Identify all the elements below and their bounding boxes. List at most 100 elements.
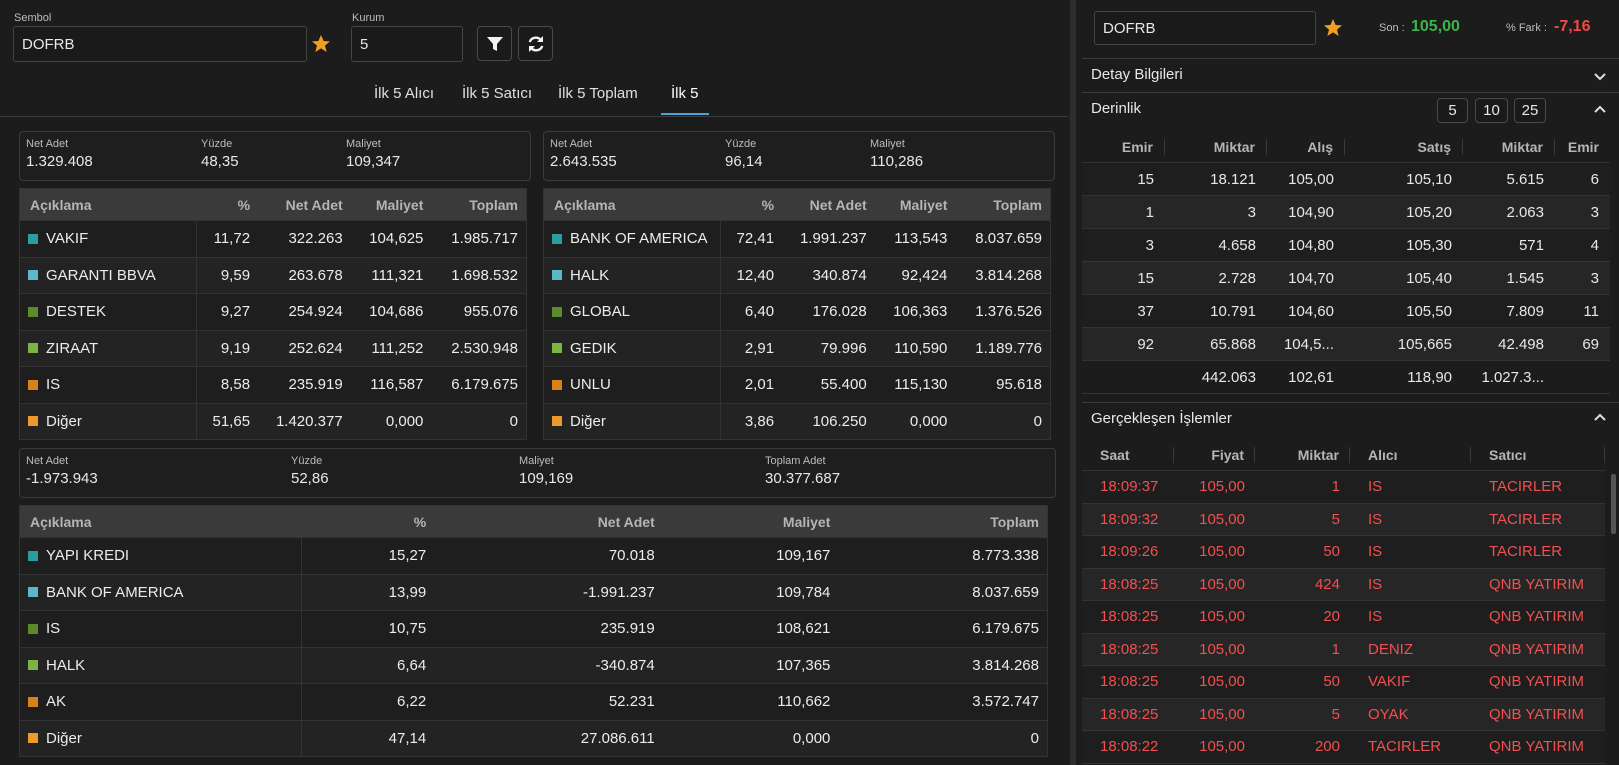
trade-cell: 1: [1331, 478, 1340, 496]
summary-label: Net Adet: [550, 138, 593, 150]
refresh-button[interactable]: [518, 26, 553, 61]
depth-cell: 104,70: [1288, 269, 1334, 287]
table-cell: 3,86: [721, 404, 782, 440]
broker-table: Açıklama% Net Adet Maliyet Toplam BANK OF AM…: [543, 188, 1051, 440]
summary-label: Maliyet: [346, 138, 381, 150]
expand-chevron[interactable]: [1592, 68, 1608, 84]
trade-cell: 18:08:25: [1100, 575, 1159, 593]
depth-cell: 105,00: [1288, 170, 1334, 188]
trade-cell: 18:08:25: [1100, 705, 1159, 723]
cell-text: -340.874: [595, 656, 655, 674]
table-cell: 6,64: [302, 648, 434, 684]
cell-text: 254.924: [288, 303, 343, 321]
column-header: Fiyat: [1174, 446, 1255, 463]
table-cell: 252.624: [258, 331, 351, 367]
table-cell: 113,543: [875, 221, 956, 257]
trade-row: 18:09:32 105,00 5 IS TACIRLER: [1082, 503, 1605, 536]
color-swatch: [552, 343, 562, 354]
cell-text: 0,000: [385, 412, 424, 430]
cell-text: 3.572.747: [972, 693, 1039, 711]
cell-text: 104,625: [369, 230, 424, 248]
trade-cell: IS: [1368, 478, 1383, 496]
column-header: Miktar: [1165, 138, 1267, 155]
trade-cell: 18:08:25: [1100, 673, 1159, 691]
trade-row: 18:08:25 105,00 1 DENIZ QNB YATIRIM: [1082, 633, 1605, 666]
column-header: Alıcı: [1350, 446, 1471, 463]
summary-label: Maliyet: [519, 455, 554, 467]
summary-box: Net Adet -1.973.943 Yüzde 52,86 Maliyet 109,1…: [19, 448, 1056, 498]
summary-value: 109,169: [519, 470, 574, 487]
section-title[interactable]: Detay Bilgileri: [1091, 66, 1183, 83]
table-cell: 8.037.659: [955, 221, 1050, 257]
table-cell: -1.991.237: [434, 575, 663, 611]
collapse-chevron[interactable]: [1592, 410, 1608, 426]
table-cell: 15,27: [302, 538, 434, 574]
table-cell: 51,65: [197, 404, 258, 440]
table-cell: GARANTI BBVA: [20, 257, 198, 293]
depth-cell: 2.063: [1506, 203, 1544, 221]
symbol-input[interactable]: DOFRB: [13, 26, 307, 62]
depth-cell: 1.545: [1506, 269, 1544, 287]
table-header: Açıklama% Net Adet Maliyet Toplam: [544, 189, 1050, 220]
trade-cell: 50: [1323, 673, 1340, 691]
quote-symbol-input[interactable]: DOFRB: [1094, 11, 1316, 45]
trade-cell: QNB YATIRIM: [1489, 608, 1585, 626]
cell-text: 1.985.717: [451, 230, 519, 248]
summary-label: Net Adet: [26, 138, 69, 150]
tab[interactable]: İlk 5: [671, 85, 699, 102]
section-title[interactable]: Derinlik: [1091, 100, 1142, 117]
scrollbar-thumb[interactable]: [1611, 474, 1616, 534]
tab[interactable]: İlk 5 Toplam: [558, 85, 638, 102]
depth-cell: 18.121: [1210, 170, 1256, 188]
table-cell: AK: [20, 684, 303, 720]
table-cell: YAPI KREDI: [20, 538, 303, 574]
table-cell: 9,27: [197, 294, 258, 330]
cell-text: 108,621: [776, 620, 831, 638]
cell-text: 79.996: [820, 339, 867, 357]
filter-button[interactable]: [477, 26, 512, 61]
table-cell: HALK: [20, 647, 303, 683]
tab[interactable]: İlk 5 Alıcı: [374, 85, 435, 102]
depth-cell: 105,20: [1406, 203, 1452, 221]
trade-cell: QNB YATIRIM: [1489, 738, 1585, 756]
cell-text: 0,000: [909, 412, 948, 430]
cell-text: 92,424: [901, 266, 948, 284]
table-row: GLOBAL 6,40 176.028 106,363 1.376.526: [544, 293, 1050, 330]
favorite-star[interactable]: [311, 34, 331, 54]
table-cell: 107,365: [663, 648, 839, 684]
trade-cell: 5: [1331, 510, 1340, 528]
color-swatch: [28, 270, 38, 281]
trade-cell: 105,00: [1199, 608, 1245, 626]
table-cell: GLOBAL: [544, 294, 722, 330]
tab[interactable]: İlk 5 Satıcı: [462, 85, 533, 102]
summary-value: -1.973.943: [26, 470, 98, 487]
cell-text: 2,01: [744, 376, 775, 394]
section-title[interactable]: Gerçekleşen İşlemler: [1091, 410, 1232, 427]
kurum-input[interactable]: 5: [351, 26, 463, 62]
collapse-chevron[interactable]: [1592, 102, 1608, 118]
depth-cell: 37: [1137, 302, 1154, 320]
trade-cell: 105,00: [1199, 673, 1245, 691]
depth-total-cell: 118,90: [1407, 368, 1452, 386]
filter-icon: [486, 36, 503, 51]
column-header: Miktar: [1255, 446, 1350, 463]
table-cell: 6,40: [721, 294, 782, 330]
cell-text: 116,587: [370, 376, 424, 394]
cell-text: GEDIK: [570, 339, 617, 357]
depth-size-button[interactable]: 10: [1475, 98, 1508, 123]
depth-table: Emir Miktar Alış Satış Miktar Emir 15 18.121 105…: [1082, 131, 1610, 394]
table-cell: 110,590: [875, 331, 956, 367]
table-header: Açıklama% Net Adet Maliyet Toplam: [20, 506, 1047, 537]
table-cell: 322.263: [258, 221, 351, 257]
table-cell: 1.376.526: [955, 294, 1050, 330]
depth-size-button[interactable]: 5: [1437, 98, 1468, 123]
table-cell: VAKIF: [20, 221, 198, 257]
depth-cell: 6: [1590, 170, 1599, 188]
cell-text: 113,543: [894, 230, 948, 248]
depth-size-button[interactable]: 25: [1514, 98, 1546, 123]
cell-text: 322.263: [288, 230, 343, 248]
splitter[interactable]: [1070, 0, 1076, 765]
favorite-star[interactable]: [1323, 18, 1343, 38]
table-cell: 110,662: [663, 684, 839, 720]
